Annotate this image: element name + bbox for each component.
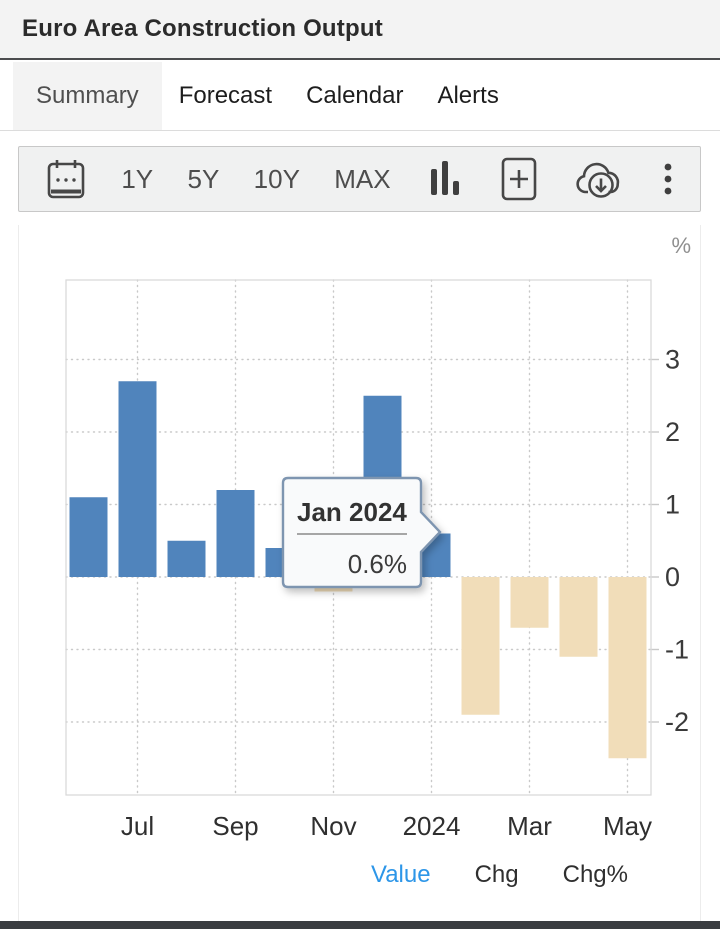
y-axis-label: -1	[665, 635, 689, 665]
header: Euro Area Construction Output	[0, 0, 720, 60]
y-axis-label: 2	[665, 417, 680, 447]
legend-item-chg-pct[interactable]: Chg%	[562, 861, 628, 888]
tab-forecast[interactable]: Forecast	[178, 82, 273, 109]
download-icon[interactable]	[574, 159, 628, 199]
range-10y-button[interactable]: 10Y	[253, 163, 300, 194]
tab-alerts[interactable]: Alerts	[437, 82, 499, 109]
y-axis-label: 0	[665, 562, 680, 592]
y-axis-label: -2	[665, 707, 689, 737]
y-axis-unit-label: %	[671, 233, 691, 258]
chart-legend: Value Chg Chg%	[19, 858, 702, 892]
tooltip-title: Jan 2024	[297, 497, 407, 527]
legend-item-value[interactable]: Value	[370, 861, 431, 888]
bar-aug-2023[interactable]	[167, 540, 206, 577]
x-axis-label: Nov	[310, 811, 356, 841]
chart-tooltip: Jan 2024 0.6%	[281, 476, 442, 589]
x-axis-label: Sep	[212, 811, 258, 841]
range-5y-button[interactable]: 5Y	[187, 163, 220, 194]
add-chart-icon[interactable]	[499, 156, 539, 202]
bottom-system-bar	[0, 921, 720, 929]
tooltip-value: 0.6%	[348, 549, 407, 579]
range-1y-button[interactable]: 1Y	[121, 163, 154, 194]
x-axis-label: Mar	[507, 811, 552, 841]
chart-area: % 3 2 1 0 -1 -2 Jul Sep Nov 2024 Mar May Jan 2024 0.6%…	[18, 225, 701, 921]
legend-item-chg[interactable]: Chg	[474, 861, 519, 888]
tooltip-bubble	[281, 476, 442, 589]
y-axis-label: 1	[665, 490, 680, 520]
bar-apr-2024[interactable]	[559, 577, 598, 657]
bar-chart-icon[interactable]	[425, 157, 465, 201]
calendar-icon[interactable]	[45, 157, 87, 201]
x-axis-label: Jul	[121, 811, 154, 841]
plot-border	[65, 279, 652, 796]
tab-bar: Summary Forecast Calendar Alerts	[0, 62, 720, 131]
bar-jun-2023[interactable]	[69, 497, 108, 577]
page-title: Euro Area Construction Output	[22, 15, 383, 42]
x-axis-label: May	[603, 811, 652, 841]
chart-toolbar: 1Y 5Y 10Y MAX	[18, 146, 701, 212]
y-axis-label: 3	[665, 345, 680, 375]
bar-may-2024[interactable]	[608, 577, 647, 759]
range-max-button[interactable]: MAX	[334, 163, 391, 194]
x-axis-label: 2024	[403, 811, 461, 841]
bar-feb-2024[interactable]	[461, 577, 500, 715]
bar-mar-2024[interactable]	[510, 577, 549, 628]
tab-calendar[interactable]: Calendar	[306, 82, 404, 109]
construction-output-chart: % 3 2 1 0 -1 -2 Jul Sep Nov 2024 Mar May Jan 2024 0.6%	[65, 233, 691, 841]
more-menu-icon[interactable]	[662, 157, 674, 201]
bar-sep-2023[interactable]	[216, 490, 255, 577]
tab-summary[interactable]: Summary	[13, 62, 162, 130]
bar-jul-2023[interactable]	[118, 381, 157, 577]
